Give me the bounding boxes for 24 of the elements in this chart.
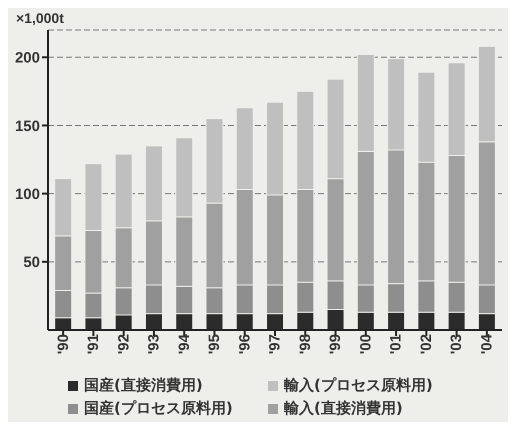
x-tick-label: '99	[327, 334, 344, 354]
x-tick-label: '90	[54, 334, 72, 354]
x-tick-label: '04	[478, 333, 496, 354]
x-tick-label: '94	[176, 333, 193, 354]
y-tick-label: 100	[14, 186, 40, 203]
y-tick-label: 150	[14, 118, 40, 135]
legend-label: 国産(プロセス原料用)	[84, 399, 233, 418]
x-tick-label: '91	[85, 334, 102, 354]
x-tick-label: '93	[146, 334, 163, 354]
x-tick-label: '00	[357, 334, 374, 354]
legend-label: 輸入(直接消費用)	[284, 399, 403, 418]
x-tick-label: '01	[388, 334, 405, 354]
x-tick-label: '03	[448, 334, 466, 354]
legend-label: 輸入(プロセス原料用)	[284, 376, 433, 395]
y-tick-label: 50	[23, 254, 40, 272]
x-tick-label: '92	[115, 334, 132, 354]
y-axis-title: ×1,000t	[16, 10, 64, 26]
x-tick-label: '02	[418, 334, 435, 354]
x-tick-label: '96	[236, 334, 254, 354]
x-tick-label: '97	[266, 334, 284, 354]
x-tick-label: '95	[206, 334, 224, 354]
x-tick-label: '98	[296, 334, 314, 354]
legend-label: 国産(直接消費用)	[84, 376, 203, 395]
y-tick-label: 200	[14, 50, 40, 67]
